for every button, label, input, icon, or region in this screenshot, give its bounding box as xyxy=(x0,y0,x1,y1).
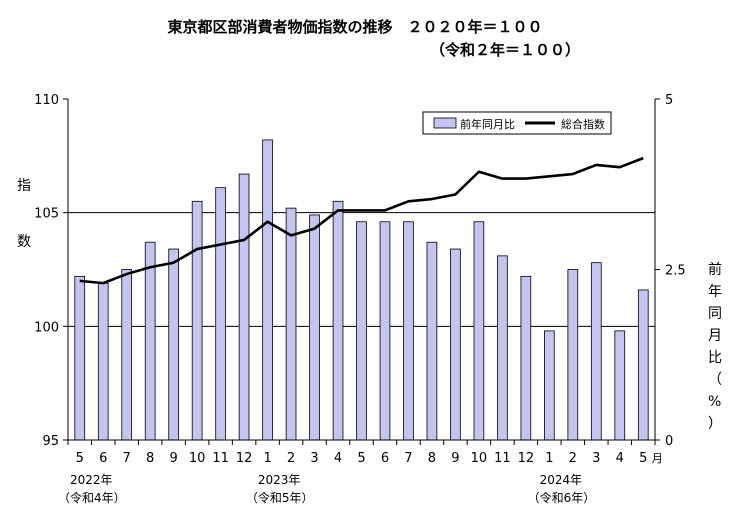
x-tick-label: 12 xyxy=(236,451,253,466)
year-label: 2023年 xyxy=(258,473,301,487)
legend-line-label: 総合指数 xyxy=(561,117,605,131)
right-axis-title-char: 月 xyxy=(708,328,722,344)
right-axis-title-char: 年 xyxy=(708,284,722,300)
right-tick-label: 2.5 xyxy=(665,264,686,279)
bar xyxy=(285,207,297,441)
x-tick-label: 6 xyxy=(381,451,389,466)
left-tick-label: 105 xyxy=(34,207,59,222)
right-axis-title-char: 同 xyxy=(708,306,722,322)
right-axis-title-char: 前 xyxy=(708,261,722,278)
bar xyxy=(520,275,532,441)
right-axis-title: 前年同月比 （% ） xyxy=(708,261,722,432)
x-tick-label: 1 xyxy=(263,451,271,466)
bar xyxy=(379,221,391,441)
x-tick-label: 4 xyxy=(616,451,624,466)
bar xyxy=(614,330,626,441)
right-axis-title-char: ） xyxy=(708,416,722,432)
legend-box xyxy=(422,111,612,135)
left-axis-title: 指数 xyxy=(17,178,31,250)
x-tick-label: 12 xyxy=(518,451,535,466)
bar xyxy=(215,187,226,441)
chart-subtitle: （令和２年＝１００） xyxy=(430,41,580,59)
bar xyxy=(262,139,273,441)
bar xyxy=(473,221,485,441)
bar xyxy=(567,269,579,441)
x-tick-label: 3 xyxy=(310,451,318,466)
left-tick-label: 110 xyxy=(34,93,59,108)
y-axis-labels: 95 100 105 110 0 2.5 5 xyxy=(34,93,686,449)
era-label: （令和5年） xyxy=(246,490,314,505)
bar-series xyxy=(74,139,649,441)
x-tick-label: 8 xyxy=(146,451,154,466)
x-tick-label: 7 xyxy=(123,451,131,466)
left-tick-label: 100 xyxy=(34,320,59,335)
bar xyxy=(168,248,179,441)
x-tick-label: 5 xyxy=(357,451,365,466)
x-tick-label: 3 xyxy=(592,451,600,466)
bar xyxy=(144,241,156,441)
year-label: 2024年 xyxy=(540,473,583,487)
x-tick-label: 1 xyxy=(545,451,553,466)
x-tick-label: 9 xyxy=(170,451,178,466)
bar xyxy=(74,275,86,441)
bar xyxy=(309,214,320,441)
x-tick-label: 11 xyxy=(212,451,229,466)
x-tick-label: 7 xyxy=(404,451,412,466)
bar xyxy=(544,330,555,441)
legend: 前年同月比 総合指数 xyxy=(422,111,612,135)
axes xyxy=(63,98,660,445)
year-label: 2022年 xyxy=(70,473,113,487)
legend-bar-label: 前年同月比 xyxy=(460,117,515,131)
month-unit: 月 xyxy=(652,452,663,465)
line-series xyxy=(79,156,644,285)
left-tick-label: 95 xyxy=(42,434,59,449)
x-tick-label: 4 xyxy=(334,451,342,466)
bar xyxy=(590,262,602,441)
x-tick-label: 5 xyxy=(639,451,647,466)
bar xyxy=(356,221,367,441)
bar xyxy=(332,200,344,441)
right-tick-label: 0 xyxy=(665,434,673,449)
x-tick-label: 9 xyxy=(451,451,459,466)
bar xyxy=(403,221,414,441)
x-tick-label: 10 xyxy=(471,451,488,466)
left-axis-title-char: 指 xyxy=(17,178,31,194)
bar xyxy=(497,255,508,441)
right-axis-title-char: 比 xyxy=(708,350,722,366)
bar xyxy=(121,269,133,441)
right-axis-title-char: % xyxy=(708,394,721,410)
chart-title: 東京都区部消費者物価指数の推移 ２０２０年＝１００ xyxy=(167,18,542,36)
x-tick-label: 2 xyxy=(569,451,577,466)
index-line xyxy=(79,156,644,285)
legend-bar-swatch xyxy=(433,117,457,129)
era-label: （令和4年） xyxy=(58,490,126,505)
x-tick-label: 8 xyxy=(428,451,436,466)
bar xyxy=(97,282,109,441)
x-tick-label: 11 xyxy=(494,451,511,466)
bar xyxy=(450,248,461,441)
bar xyxy=(191,200,203,441)
left-axis-title-char: 数 xyxy=(17,234,31,250)
x-tick-label: 2 xyxy=(287,451,295,466)
x-tick-label: 5 xyxy=(76,451,84,466)
bar xyxy=(238,173,250,441)
right-axis-title-char: （ xyxy=(708,372,722,388)
x-axis-labels: 5 6 7 8 9 10 11 12 1 2 3 4 5 6 7 8 9 10 11 12 1 2 3 4 5 月2022年（令和… xyxy=(58,451,663,505)
bar xyxy=(426,241,438,441)
era-label: （令和6年） xyxy=(528,490,596,505)
x-tick-label: 6 xyxy=(99,451,107,466)
bar xyxy=(637,289,649,441)
right-tick-label: 5 xyxy=(665,93,673,108)
x-tick-label: 10 xyxy=(189,451,206,466)
